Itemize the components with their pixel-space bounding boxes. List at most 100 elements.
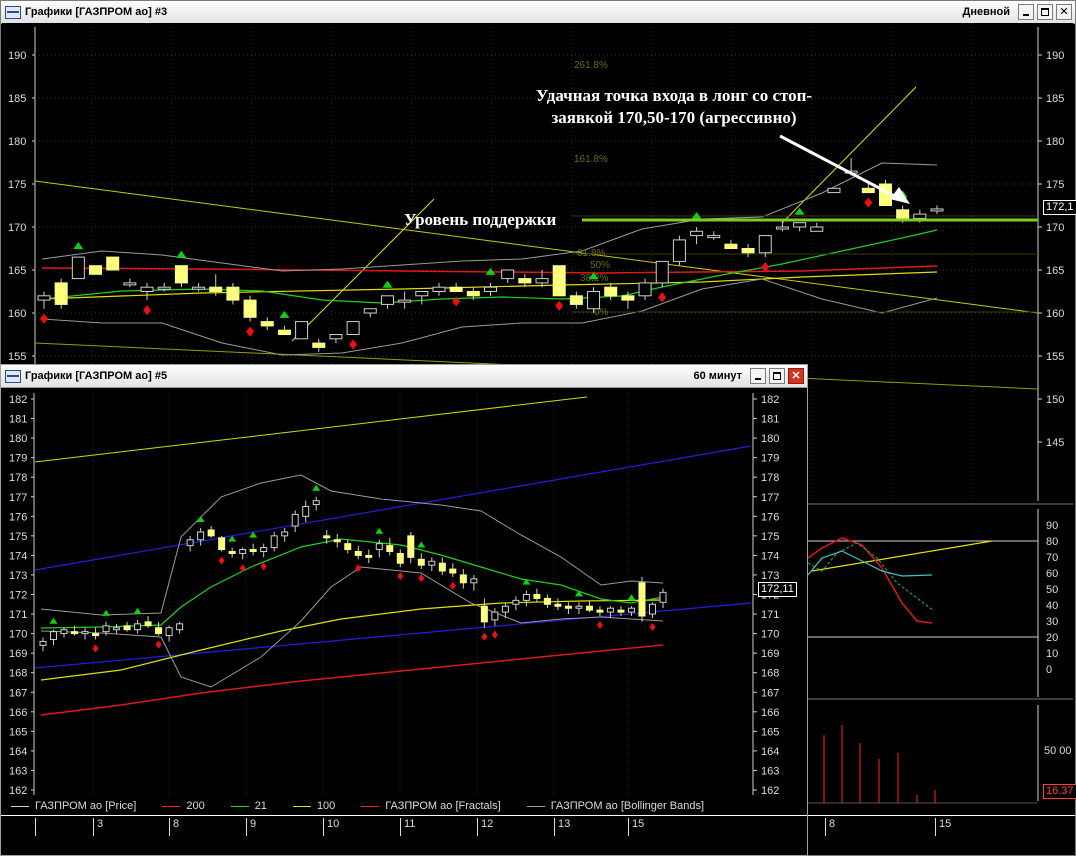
minimize-icon[interactable]	[1018, 4, 1034, 20]
hourly-candles	[39, 496, 667, 652]
fractal-up-icon	[691, 212, 702, 219]
candle	[281, 531, 289, 537]
candle	[92, 633, 100, 637]
osc-tick-label: 20	[1046, 632, 1058, 644]
candle	[277, 329, 291, 336]
minimize-icon[interactable]	[750, 368, 766, 384]
y-tick-label: 175	[8, 179, 26, 191]
candle	[470, 578, 478, 584]
fib-label: 161.8%	[574, 154, 608, 165]
fractal-up-icon	[196, 516, 205, 523]
candle	[39, 640, 47, 646]
candle	[606, 607, 614, 613]
hourly-price-chart[interactable]: 182 181 180 179 178 177 176 175 174 173 172 171 170 1…	[1, 387, 807, 797]
candle	[333, 539, 341, 543]
y-tick-label: 175	[1046, 179, 1064, 191]
fractal-down-icon	[418, 574, 425, 583]
volume-last-value: 16.37	[1043, 784, 1076, 799]
fib-label: 61.8%	[577, 248, 605, 259]
daily-window-titlebar[interactable]: Графики [ГАЗПРОМ ао] #3 Дневной ✕	[1, 1, 1075, 24]
candle	[604, 286, 618, 297]
stochastic-lines	[806, 537, 1038, 638]
candle	[417, 558, 425, 566]
hourly-trend-lines	[34, 396, 752, 669]
candle	[564, 605, 572, 609]
legend-item-price: ГАЗПРОМ ао [Price]	[11, 800, 136, 812]
fractal-up-icon	[794, 207, 805, 215]
candle	[165, 627, 173, 637]
candle	[585, 605, 593, 611]
hourly-interval-selector[interactable]: 60 минут	[693, 370, 742, 382]
candle	[428, 560, 436, 566]
candle	[209, 286, 223, 293]
candle	[587, 291, 601, 310]
y-tick-label: 145	[1046, 437, 1064, 449]
fractal-down-icon	[864, 197, 873, 208]
entry-annotation: Удачная точка входа в лонг со стоп-заявк…	[535, 86, 813, 127]
candle	[522, 594, 530, 601]
y-tick-label: 169	[761, 648, 779, 660]
y-tick-label: 168	[761, 668, 779, 680]
candle	[449, 568, 457, 574]
candle	[329, 334, 343, 340]
candle	[672, 239, 686, 262]
candle	[501, 605, 509, 613]
candle	[144, 621, 152, 627]
hourly-last-price: 172,11	[758, 582, 797, 597]
y-tick-label: 166	[9, 707, 27, 719]
candle	[239, 549, 247, 554]
hourly-window-titlebar[interactable]: Графики [ГАЗПРОМ ао] #5 60 минут ✕	[1, 365, 807, 388]
candle	[896, 209, 910, 219]
fib-label: 50%	[590, 260, 610, 271]
candle	[415, 291, 429, 297]
chart-window-icon	[5, 369, 21, 383]
fractal-down-icon	[397, 572, 404, 581]
fractal-down-icon	[481, 632, 488, 641]
candle	[312, 342, 326, 348]
fractal-up-icon	[228, 535, 237, 542]
y-tick-label: 170	[8, 222, 26, 234]
fractal-up-icon	[485, 267, 496, 275]
y-tick-label: 163	[9, 765, 27, 777]
fractal-down-icon	[449, 581, 456, 590]
legend-item-bollinger: ГАЗПРОМ ао [Bollinger Bands]	[526, 800, 704, 812]
daily-last-price: 172,1	[1043, 200, 1076, 215]
y-tick-label: 150	[1046, 394, 1064, 406]
candle	[89, 265, 103, 275]
y-tick-label: 182	[9, 394, 27, 406]
fractal-down-icon	[143, 305, 152, 316]
candle	[913, 213, 927, 219]
y-tick-label: 160	[8, 308, 26, 320]
close-icon[interactable]: ✕	[1056, 4, 1072, 20]
candle	[155, 627, 163, 635]
hourly-y-axis-left: 182 181 180 179 178 177 176 175 174 173 172 171 170 1…	[9, 394, 34, 797]
legend-item-ma200: 200	[162, 800, 205, 812]
fractal-up-icon	[627, 594, 636, 601]
candle	[575, 605, 583, 609]
legend-item-ma100: 100	[292, 800, 335, 812]
candle	[302, 506, 310, 517]
candle	[375, 543, 383, 551]
candle	[186, 539, 194, 547]
maximize-icon[interactable]	[769, 368, 785, 384]
candle	[50, 631, 58, 640]
y-tick-label: 165	[9, 726, 27, 738]
daily-candles	[37, 158, 944, 352]
y-tick-label: 179	[9, 453, 27, 465]
date-tick: 3	[93, 818, 103, 836]
daily-interval-selector[interactable]: Дневной	[962, 6, 1011, 18]
candle	[659, 591, 667, 603]
y-tick-label: 185	[1046, 93, 1064, 105]
candle	[724, 243, 738, 249]
fractal-up-icon	[522, 578, 531, 585]
hourly-chart-window[interactable]: Графики [ГАЗПРОМ ао] #5 60 минут ✕ 182 18…	[0, 364, 808, 856]
osc-tick-label: 40	[1046, 600, 1058, 612]
candle	[113, 627, 121, 631]
y-tick-label: 162	[761, 785, 779, 797]
fractal-down-icon	[239, 564, 246, 573]
legend-item-ma21: 21	[230, 800, 267, 812]
close-icon[interactable]: ✕	[788, 368, 804, 384]
fractal-down-icon	[452, 296, 461, 307]
candle	[449, 286, 463, 293]
maximize-icon[interactable]	[1037, 4, 1053, 20]
